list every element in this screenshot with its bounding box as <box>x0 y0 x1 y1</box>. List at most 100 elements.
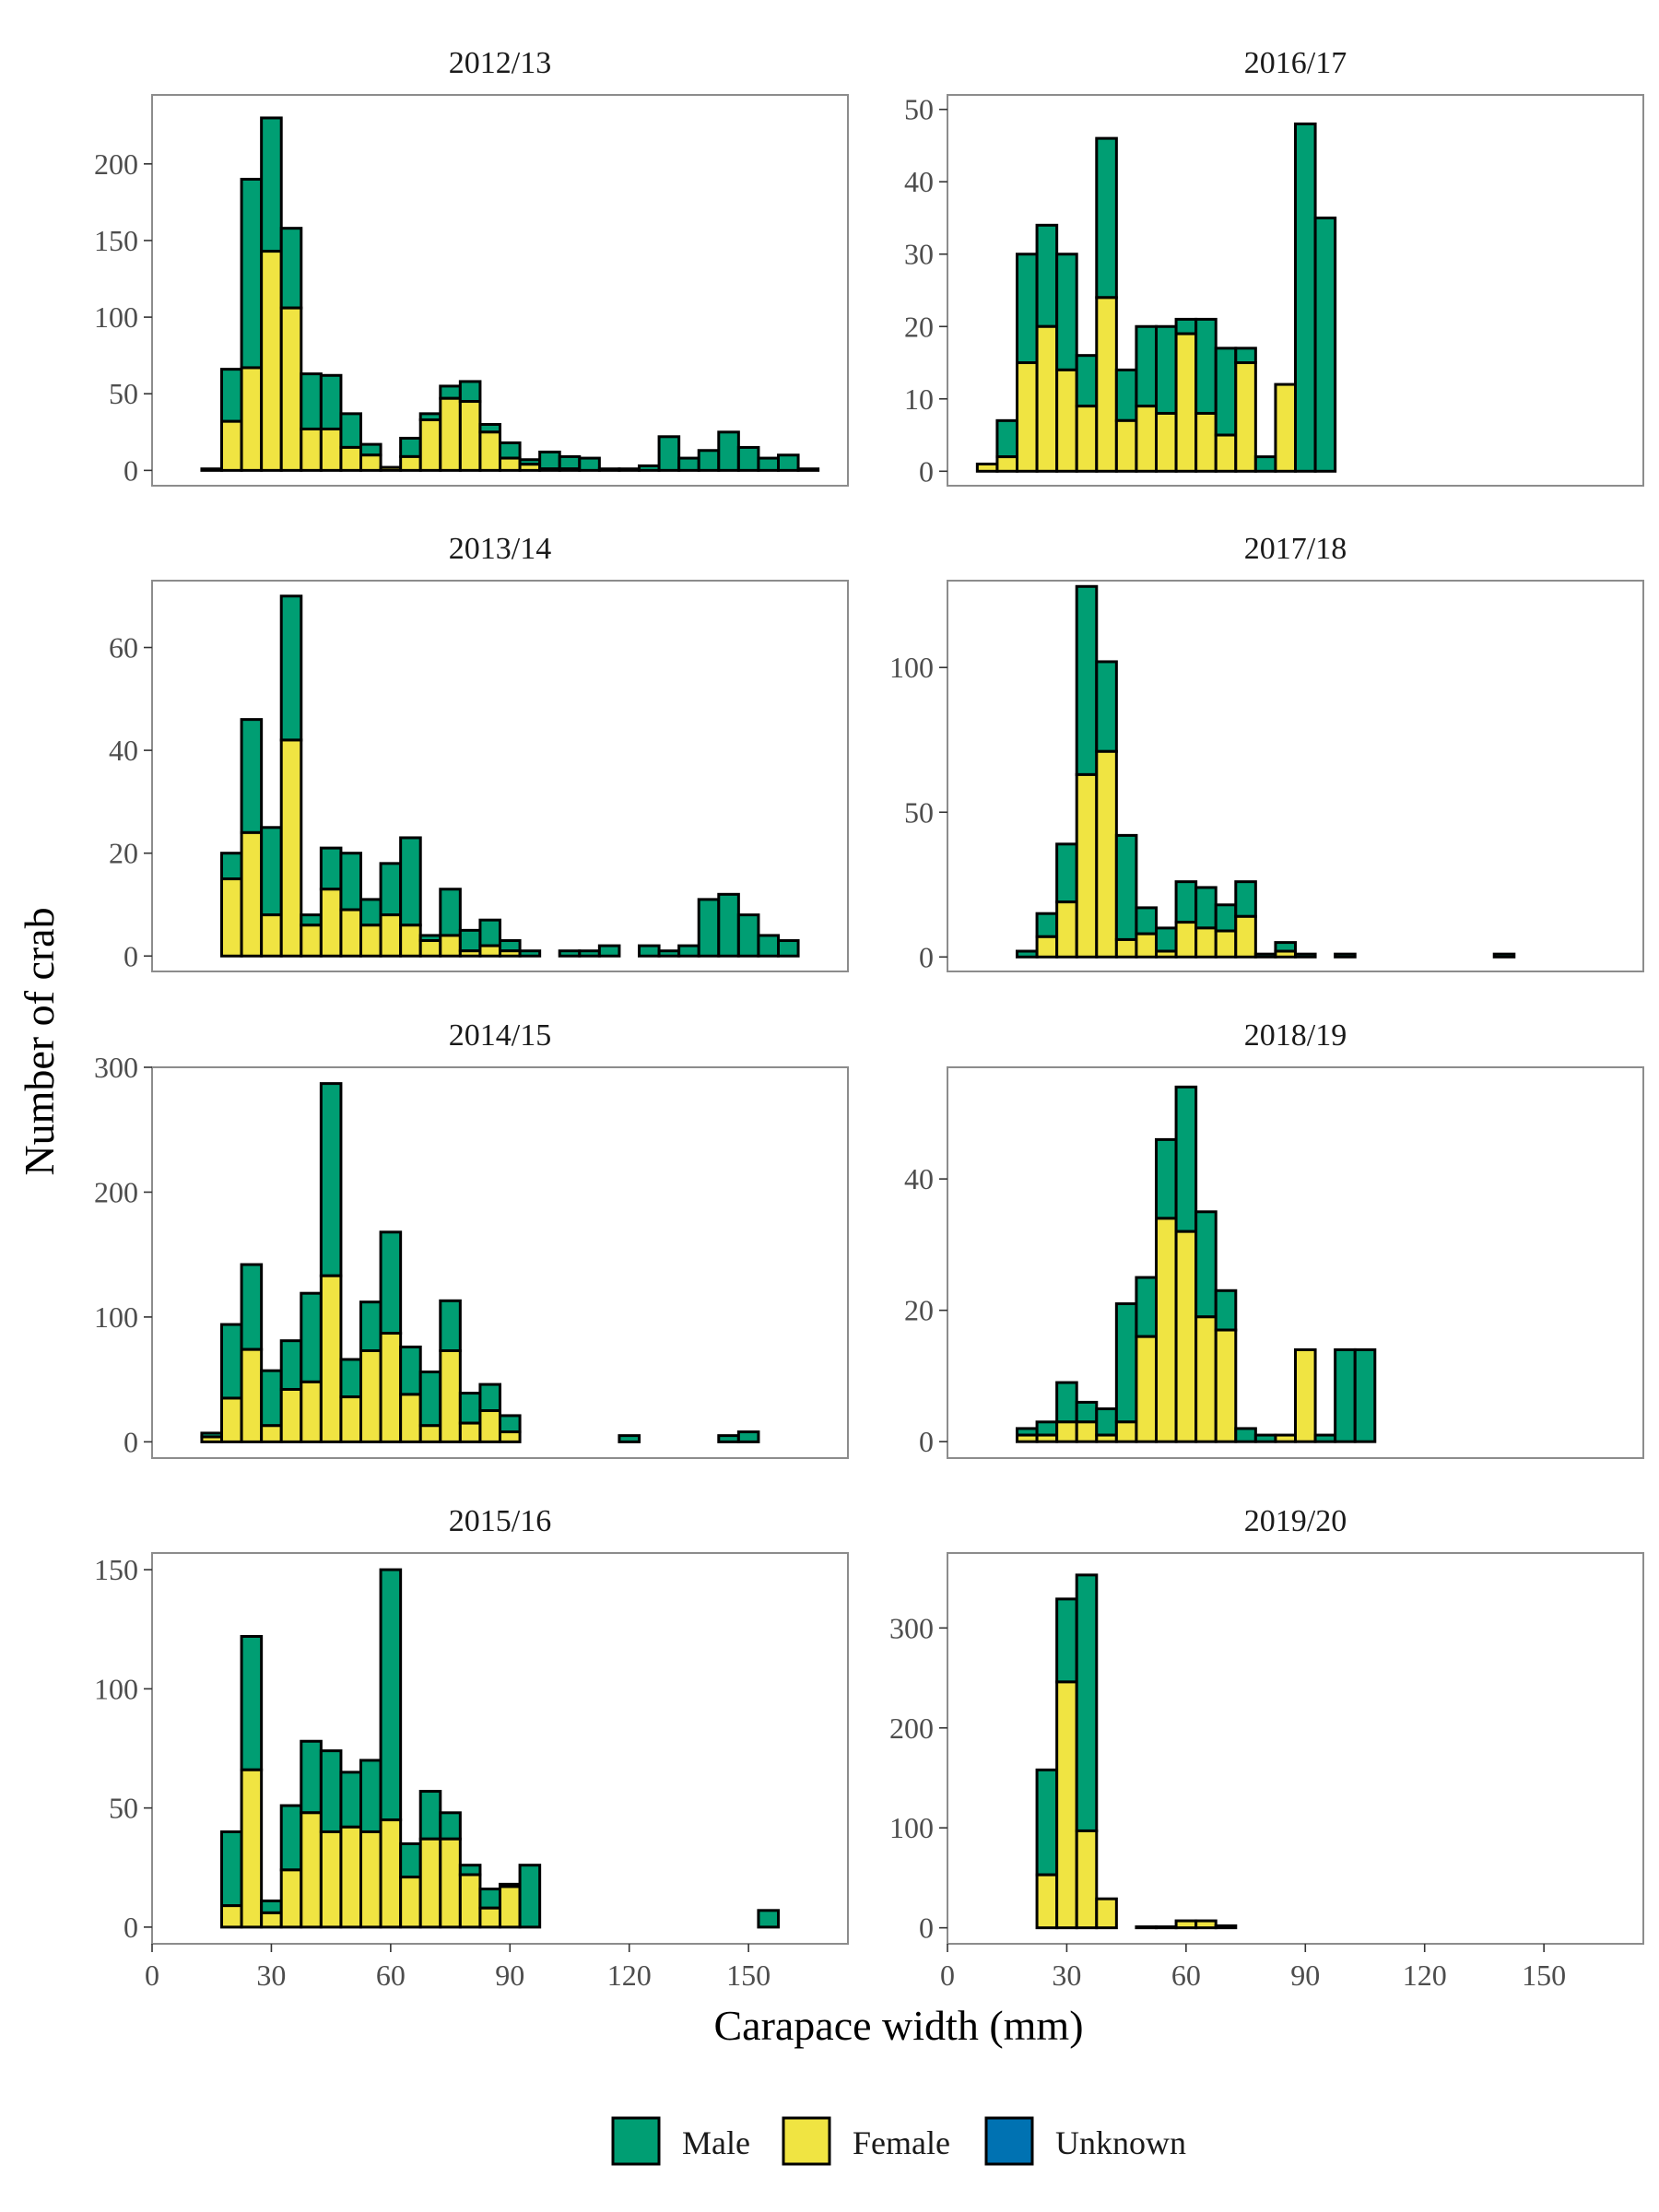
bar-female-45 <box>319 1274 343 1443</box>
bar-female-105 <box>558 467 582 472</box>
panel-2017-18: 2017/18 0 50 100 <box>889 532 1644 973</box>
y-tick-label: 20 <box>109 837 138 870</box>
bar-female-45 <box>319 427 343 472</box>
bar-female-45 <box>319 888 343 958</box>
x-tick-label: 90 <box>495 1959 524 1992</box>
bar-male-75 <box>439 1811 462 1841</box>
bar-male-75 <box>439 384 462 400</box>
bar-male-110 <box>578 949 601 958</box>
bar-female-70 <box>418 1424 442 1443</box>
y-tick-label: 200 <box>94 147 138 181</box>
bar-female-75 <box>439 1349 462 1443</box>
x-tick-label: 30 <box>256 1959 286 1992</box>
bar-male-155 <box>757 934 781 958</box>
bar-female-50 <box>1135 932 1159 959</box>
bar-female-30 <box>260 250 283 472</box>
bar-male-45 <box>1114 833 1138 941</box>
bar-female-70 <box>1214 1328 1238 1443</box>
bar-male-35 <box>279 227 303 310</box>
bar-female-85 <box>1274 382 1298 473</box>
bar-female-50 <box>1135 1335 1159 1443</box>
bar-male-95 <box>1313 1433 1337 1443</box>
bar-female-25 <box>240 1347 264 1443</box>
bar-male-75 <box>1234 880 1257 918</box>
bar-male-95 <box>1313 216 1337 473</box>
bar-male-25 <box>240 718 264 834</box>
bar-male-60 <box>1174 880 1198 924</box>
bar-male-75 <box>439 888 462 937</box>
bar-female-40 <box>1095 1897 1118 1930</box>
y-tick-label: 100 <box>94 1300 138 1334</box>
bar-male-40 <box>300 372 323 430</box>
bar-male-45 <box>319 373 343 430</box>
bar-male-105 <box>558 949 582 958</box>
y-tick-label: 0 <box>919 1425 934 1458</box>
bar-male-50 <box>1135 324 1159 408</box>
y-tick-label: 0 <box>919 1912 934 1945</box>
bar-male-120 <box>618 467 641 472</box>
bar-female-20 <box>220 877 243 958</box>
y-tick-label: 150 <box>94 1553 138 1586</box>
bar-male-70 <box>418 1371 442 1428</box>
bar-female-30 <box>260 913 283 958</box>
bar-female-85 <box>478 1409 502 1443</box>
bar-female-40 <box>300 1811 323 1929</box>
bar-female-20 <box>220 1904 243 1929</box>
panel-border <box>151 94 849 487</box>
bar-male-15 <box>995 418 1019 459</box>
bar-female-90 <box>499 456 522 472</box>
panel-border <box>151 580 849 972</box>
y-tick-label: 40 <box>904 165 934 198</box>
bar-female-50 <box>339 908 362 958</box>
bar-female-75 <box>1234 914 1257 959</box>
bar-male-65 <box>399 1345 422 1396</box>
bar-male-30 <box>1055 1597 1078 1684</box>
bar-female-80 <box>458 949 482 958</box>
bar-female-40 <box>300 1380 323 1443</box>
bar-female-70 <box>418 418 442 472</box>
bar-female-45 <box>1114 937 1138 959</box>
bar-male-85 <box>478 1888 502 1910</box>
bar-female-70 <box>1214 433 1238 473</box>
y-tick-label: 0 <box>919 454 934 488</box>
bar-female-75 <box>439 396 462 472</box>
bar-male-135 <box>677 944 700 958</box>
y-tick-label: 300 <box>94 1051 138 1084</box>
y-tick-label: 10 <box>904 382 934 416</box>
x-tick-label: 60 <box>376 1959 406 1992</box>
bar-female-40 <box>1095 749 1118 959</box>
bar-female-30 <box>1055 1420 1078 1443</box>
bar-male-25 <box>1035 912 1059 938</box>
legend-label: Male <box>682 2124 750 2161</box>
bar-male-85 <box>478 918 502 947</box>
bar-male-35 <box>1075 584 1099 776</box>
bar-male-65 <box>1194 886 1218 930</box>
bar-male-40 <box>1095 660 1118 753</box>
legend-swatch <box>984 2116 1034 2166</box>
bar-female-65 <box>1194 1315 1218 1443</box>
bar-female-15 <box>200 1435 224 1443</box>
bar-male-80 <box>458 928 482 953</box>
panel-title: 2019/20 <box>1244 1504 1347 1538</box>
y-tick-label: 100 <box>889 1811 934 1844</box>
x-axis-title: Carapace width (mm) <box>713 2002 1083 2049</box>
bar-female-85 <box>1274 1433 1298 1443</box>
bar-male-65 <box>399 1841 422 1879</box>
bar-male-140 <box>697 449 721 472</box>
panel-title: 2016/17 <box>1244 46 1347 80</box>
panel-2018-19: 2018/19 0 20 40 <box>904 1018 1644 1459</box>
bar-female-60 <box>379 1332 403 1443</box>
panel-border <box>947 1066 1644 1459</box>
bar-male-160 <box>777 453 800 472</box>
bar-male-30 <box>1055 1381 1078 1424</box>
bar-female-20 <box>220 419 243 472</box>
bar-female-85 <box>478 430 502 472</box>
bar-female-25 <box>1035 935 1059 959</box>
bar-female-65 <box>399 1393 422 1443</box>
bar-male-55 <box>359 898 382 927</box>
panel-2013-14: 2013/14 0 20 40 60 <box>109 532 849 972</box>
bar-female-35 <box>1075 1420 1099 1443</box>
bar-male-155 <box>757 1909 781 1929</box>
bar-male-35 <box>1075 354 1099 408</box>
panel-border <box>151 1066 849 1459</box>
